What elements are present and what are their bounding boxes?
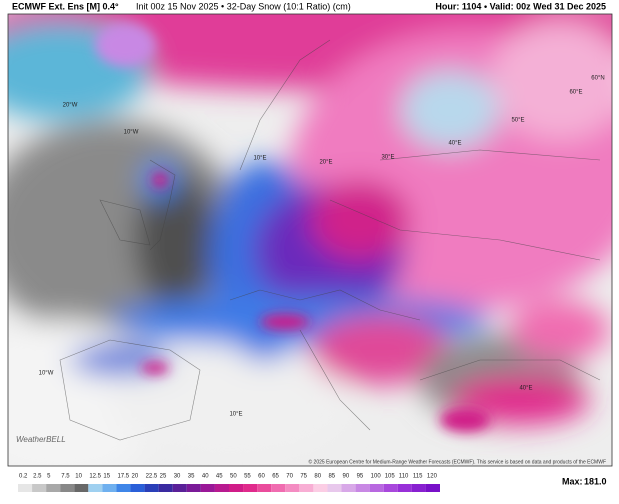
logo: WeatherBELL [16, 435, 66, 444]
legend-label: 30 [174, 474, 181, 480]
legend-swatch [158, 484, 173, 492]
legend-label: 70 [286, 474, 293, 480]
legend-swatch [172, 484, 187, 492]
coastline [299, 329, 601, 431]
grid-label: 40°E [519, 386, 532, 392]
grid-label: 10°W [39, 371, 54, 377]
grid-labels: 60°N 60°E 50°E 40°E 30°E 20°E 10°E 20°W 10°W 10°W… [39, 76, 605, 418]
credit: © 2025 European Centre for Medium-Range … [308, 458, 606, 465]
legend-label: 5 [47, 474, 51, 480]
legend-swatch [299, 484, 314, 492]
legend-label: 0.2 [19, 474, 28, 480]
legend-label: 115 [413, 474, 423, 480]
header-subtitle: Init 00z 15 Nov 2025 • 32-Day Snow (10:1… [136, 1, 351, 11]
grid-label: 10°E [253, 156, 266, 162]
legend-swatch [116, 484, 131, 492]
legend-label: 75 [300, 474, 307, 480]
legend-label: 55 [244, 474, 251, 480]
grid-label: 60°E [569, 90, 582, 96]
legend-swatch [257, 484, 272, 492]
legend-label: 60 [258, 474, 265, 480]
grid-label: 20°W [63, 103, 78, 109]
legend-label: 50 [230, 474, 237, 480]
coastline [229, 39, 421, 321]
grid-label: 30°E [381, 155, 394, 161]
legend-swatch [18, 484, 33, 492]
border [329, 149, 601, 261]
legend-label: 85 [328, 474, 335, 480]
grid-label: 50°E [511, 118, 524, 124]
legend-label: 90 [343, 474, 350, 480]
legend-swatch [32, 484, 47, 492]
legend-swatch [425, 484, 440, 492]
legend-swatch [46, 484, 61, 492]
grid-label: 10°W [124, 130, 139, 136]
legend-label: 120 [427, 474, 438, 480]
legend-label: 20 [132, 474, 139, 480]
legend-label: 22.5 [146, 474, 158, 480]
borders [59, 39, 601, 441]
legend-swatch [200, 484, 215, 492]
legend-swatch [229, 484, 244, 492]
legend-swatch [130, 484, 145, 492]
legend-label: 80 [314, 474, 321, 480]
legend-swatch [313, 484, 328, 492]
legend-label: 65 [272, 474, 279, 480]
color-legend: 0.2 2.5 5 7.5 10 12.5 15 17.5 20 22.5 25 30 35 40 45 50… [18, 474, 440, 492]
legend-swatch [144, 484, 159, 492]
max-value: 181.0 [584, 476, 607, 486]
legend-swatch [355, 484, 370, 492]
legend-swatch [88, 484, 103, 492]
legend-label: 2.5 [33, 474, 42, 480]
grid-label: 20°E [319, 160, 332, 166]
legend-label: 25 [160, 474, 167, 480]
grid-label: 40°E [448, 141, 461, 147]
grid-label: 60°N [591, 76, 604, 82]
legend-swatch [271, 484, 286, 492]
grid-label: 10°E [229, 412, 242, 418]
snow-field [8, 14, 612, 466]
legend-label: 10 [75, 474, 82, 480]
coastline [59, 339, 201, 441]
legend-swatch [411, 484, 426, 492]
map-area: 60°N 60°E 50°E 40°E 30°E 20°E 10°E 20°W 10°W 10°W… [8, 14, 612, 466]
legend-swatch [327, 484, 342, 492]
legend-label: 105 [385, 474, 396, 480]
legend-label: 45 [216, 474, 223, 480]
legend-label: 95 [357, 474, 364, 480]
legend-swatch [383, 484, 398, 492]
legend-swatch [369, 484, 384, 492]
header-valid: Hour: 1104 • Valid: 00z Wed 31 Dec 2025 [435, 1, 606, 11]
legend-swatch [341, 484, 356, 492]
legend-label: 35 [188, 474, 195, 480]
max-label: Max: [562, 476, 583, 486]
coastline [99, 159, 176, 251]
legend-swatch [102, 484, 117, 492]
header-bar [0, 0, 619, 14]
legend-swatch [243, 484, 258, 492]
legend-label: 40 [202, 474, 209, 480]
legend-swatch [397, 484, 412, 492]
legend-swatch [60, 484, 75, 492]
legend-label: 17.5 [117, 474, 129, 480]
legend-label: 110 [399, 474, 409, 480]
legend-swatch [285, 484, 300, 492]
map-frame [7, 13, 613, 467]
header-title: ECMWF Ext. Ens [M] 0.4° [12, 1, 119, 11]
legend-label: 12.5 [89, 474, 101, 480]
legend-swatch [74, 484, 89, 492]
legend-label: 100 [371, 474, 382, 480]
legend-swatch [214, 484, 229, 492]
legend-label: 7.5 [61, 474, 70, 480]
snow-detail [95, 23, 490, 432]
legend-label: 15 [103, 474, 110, 480]
legend-swatch [186, 484, 201, 492]
